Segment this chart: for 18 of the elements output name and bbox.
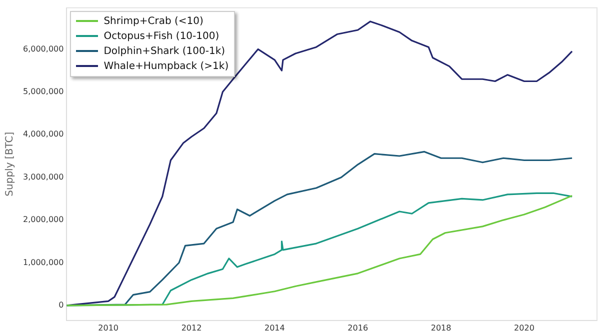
legend-label: Dolphin+Shark (100-1k) bbox=[104, 44, 226, 59]
x-tick-label: 2012 bbox=[181, 323, 202, 332]
y-tick-label: 5,000,000 bbox=[22, 87, 64, 96]
x-tick-label: 2014 bbox=[264, 323, 285, 332]
x-tick-label: 2018 bbox=[430, 323, 452, 332]
x-tick-label: 2020 bbox=[514, 323, 534, 332]
y-tick-label: 2,000,000 bbox=[22, 215, 64, 224]
y-tick-label: 6,000,000 bbox=[22, 44, 64, 54]
y-tick-label: 1,000,000 bbox=[22, 258, 64, 267]
x-tick-label: 2010 bbox=[98, 323, 118, 332]
y-axis-title: Supply [BTC] bbox=[4, 132, 16, 196]
y-tick-label: 3,000,000 bbox=[22, 172, 64, 182]
y-tick-label: 4,000,000 bbox=[22, 130, 64, 139]
y-tick-label: 0 bbox=[58, 300, 64, 310]
legend-label: Whale+Humpback (>1k) bbox=[104, 60, 229, 74]
x-tick-label: 2016 bbox=[348, 323, 368, 332]
legend-label: Octopus+Fish (10-100) bbox=[104, 30, 220, 44]
legend-label: Shrimp+Crab (<10) bbox=[104, 14, 204, 29]
